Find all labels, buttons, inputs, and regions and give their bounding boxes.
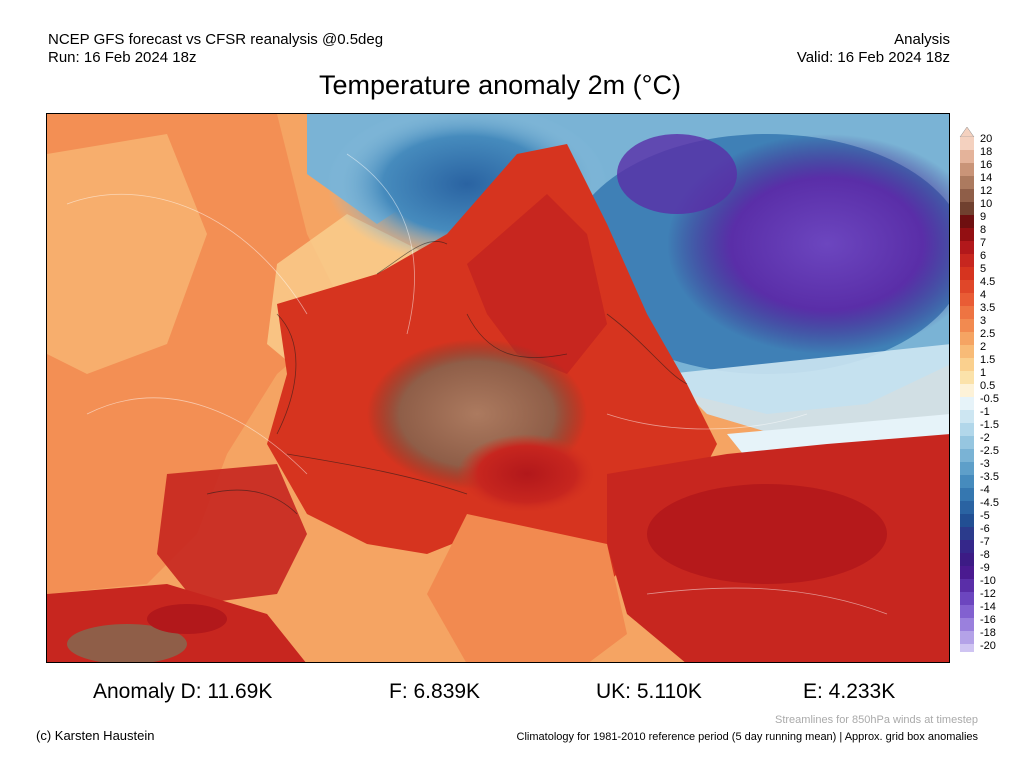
colorbar-swatch	[960, 475, 974, 488]
colorbar-swatch	[960, 228, 974, 241]
colorbar-swatch	[960, 514, 974, 527]
colorbar-label: 4.5	[980, 276, 995, 288]
colorbar-swatch	[960, 319, 974, 332]
colorbar-swatch	[960, 540, 974, 553]
colorbar-swatch	[960, 137, 974, 150]
anomaly-map-graphic	[47, 114, 949, 662]
colorbar-label: 3.5	[980, 302, 995, 314]
colorbar-label: -2	[980, 432, 990, 444]
anomaly-map	[46, 113, 950, 663]
colorbar-swatch	[960, 410, 974, 423]
colorbar-label: 1.5	[980, 354, 995, 366]
colorbar-label: 3	[980, 315, 986, 327]
colorbar-swatch	[960, 189, 974, 202]
colorbar-label: -2.5	[980, 445, 999, 457]
colorbar-label: -1.5	[980, 419, 999, 431]
credit: (c) Karsten Haustein	[36, 728, 155, 743]
model-line: NCEP GFS forecast vs CFSR reanalysis @0.…	[48, 31, 384, 48]
colorbar-label: -7	[980, 536, 990, 548]
colorbar-swatch	[960, 176, 974, 189]
colorbar-label: 2	[980, 341, 986, 353]
stat-f: F: 6.839K	[389, 680, 481, 703]
map-title: Temperature anomaly 2m (°C)	[319, 70, 681, 100]
colorbar-label: 9	[980, 211, 986, 223]
colorbar-swatch	[960, 618, 974, 631]
header-right: Analysis Valid: 16 Feb 2024 18z	[797, 31, 950, 67]
colorbar-swatch	[960, 306, 974, 319]
colorbar-label: -20	[980, 640, 996, 652]
colorbar-label: 14	[980, 172, 992, 184]
colorbar-swatch	[960, 397, 974, 410]
colorbar-label: -16	[980, 614, 996, 626]
colorbar-swatch	[960, 462, 974, 475]
colorbar-swatch	[960, 332, 974, 345]
colorbar-swatch	[960, 293, 974, 306]
colorbar-label: -0.5	[980, 393, 999, 405]
colorbar-swatch	[960, 150, 974, 163]
colorbar-swatch	[960, 202, 974, 215]
colorbar-label: 12	[980, 185, 992, 197]
colorbar-swatch	[960, 423, 974, 436]
colorbar-swatch	[960, 215, 974, 228]
colorbar-label: 1	[980, 367, 986, 379]
valid-line: Valid: 16 Feb 2024 18z	[796, 49, 950, 66]
colorbar-label: 2.5	[980, 328, 995, 340]
colorbar-swatch	[960, 579, 974, 592]
colorbar-swatch	[960, 384, 974, 397]
colorbar-label: 4	[980, 289, 986, 301]
colorbar-swatch	[960, 605, 974, 618]
type-line: Analysis	[894, 31, 950, 48]
colorbar-label: 7	[980, 237, 986, 249]
colorbar-label: -12	[980, 588, 996, 600]
colorbar-swatch	[960, 371, 974, 384]
colorbar-label: 0.5	[980, 380, 995, 392]
colorbar-swatch	[960, 501, 974, 514]
colorbar-swatch	[960, 241, 974, 254]
colorbar-swatch	[960, 592, 974, 605]
colorbar-swatch	[960, 280, 974, 293]
colorbar-label: 20	[980, 133, 992, 145]
colorbar-swatch	[960, 358, 974, 371]
colorbar-label: -10	[980, 575, 996, 587]
colorbar-label: -18	[980, 627, 996, 639]
colorbar-label: 18	[980, 146, 992, 158]
colorbar-swatch	[960, 644, 974, 657]
colorbar-swatch	[960, 345, 974, 358]
stat-uk: UK: 5.110K	[596, 680, 702, 703]
header-left: NCEP GFS forecast vs CFSR reanalysis @0.…	[48, 31, 383, 67]
colorbar-swatch	[960, 254, 974, 267]
colorbar-label: 5	[980, 263, 986, 275]
colorbar-label: -9	[980, 562, 990, 574]
colorbar-swatch	[960, 553, 974, 566]
streamlines-note: Streamlines for 850hPa winds at timestep	[775, 714, 978, 726]
climatology-note: Climatology for 1981-2010 reference peri…	[516, 731, 978, 743]
colorbar-label: 6	[980, 250, 986, 262]
colorbar-swatch	[960, 449, 974, 462]
colorbar-label: -3	[980, 458, 990, 470]
stat-anomaly-d: Anomaly D: 11.69K	[93, 680, 273, 703]
colorbar-label: -6	[980, 523, 990, 535]
colorbar-swatch	[960, 436, 974, 449]
colorbar-label: -5	[980, 510, 990, 522]
colorbar-swatch	[960, 488, 974, 501]
colorbar-label: -4	[980, 484, 990, 496]
colorbar-label: 8	[980, 224, 986, 236]
colorbar-label: 16	[980, 159, 992, 171]
colorbar-graphic: 201816141210987654.543.532.521.510.5-0.5…	[959, 126, 999, 668]
colorbar-swatch	[960, 527, 974, 540]
colorbar-label: -8	[980, 549, 990, 561]
colorbar-label: -1	[980, 406, 990, 418]
colorbar-swatch	[960, 566, 974, 579]
colorbar-label: -14	[980, 601, 996, 613]
colorbar-label: -4.5	[980, 497, 999, 509]
colorbar-label: -3.5	[980, 471, 999, 483]
colorbar-label: 10	[980, 198, 992, 210]
colorbar: 20 18 16 14 12 10 9 8 7 6 5 4.5 4 3.5 3 2.5 2 1.5 1 0.5 -0.5…	[959, 126, 1019, 668]
stat-e: E: 4.233K	[803, 680, 896, 703]
colorbar-top-arrow	[959, 126, 975, 138]
colorbar-swatch	[960, 267, 974, 280]
run-line: Run: 16 Feb 2024 18z	[48, 49, 197, 66]
colorbar-swatch	[960, 631, 974, 644]
colorbar-swatch	[960, 163, 974, 176]
